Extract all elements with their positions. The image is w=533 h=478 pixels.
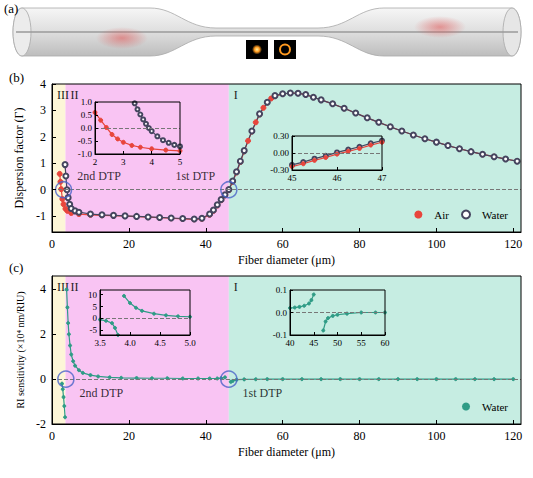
svg-text:120: 120 bbox=[504, 237, 522, 251]
svg-text:II: II bbox=[70, 88, 78, 102]
svg-text:1st DTP: 1st DTP bbox=[243, 386, 283, 400]
svg-text:50: 50 bbox=[333, 338, 343, 348]
svg-text:20: 20 bbox=[123, 429, 135, 443]
svg-text:-1.0: -1.0 bbox=[78, 149, 93, 159]
svg-text:Fiber diameter (μm): Fiber diameter (μm) bbox=[238, 253, 335, 267]
svg-text:Dispersion factor (Γ): Dispersion factor (Γ) bbox=[12, 108, 26, 209]
svg-text:I: I bbox=[234, 280, 238, 294]
svg-text:45: 45 bbox=[288, 173, 298, 183]
svg-text:60: 60 bbox=[381, 338, 391, 348]
svg-text:3.5: 3.5 bbox=[94, 338, 106, 348]
svg-text:0: 0 bbox=[40, 372, 46, 386]
svg-text:2: 2 bbox=[40, 130, 46, 144]
svg-text:2nd DTP: 2nd DTP bbox=[77, 169, 121, 183]
svg-text:45: 45 bbox=[309, 338, 319, 348]
svg-text:RI sensitivity (×10⁴ nm/RIU): RI sensitivity (×10⁴ nm/RIU) bbox=[15, 291, 27, 408]
svg-text:5: 5 bbox=[178, 157, 183, 167]
svg-text:Water: Water bbox=[482, 209, 508, 221]
svg-text:(c): (c) bbox=[9, 260, 23, 275]
svg-text:47: 47 bbox=[378, 173, 388, 183]
svg-text:5.0: 5.0 bbox=[184, 338, 196, 348]
svg-text:46: 46 bbox=[333, 173, 343, 183]
svg-text:III: III bbox=[57, 88, 69, 102]
svg-text:(a): (a) bbox=[4, 1, 18, 16]
svg-text:2: 2 bbox=[40, 327, 46, 341]
svg-text:0: 0 bbox=[49, 429, 55, 443]
svg-text:Air: Air bbox=[434, 209, 449, 221]
svg-text:40: 40 bbox=[200, 237, 212, 251]
svg-text:40: 40 bbox=[200, 429, 212, 443]
svg-text:(b): (b) bbox=[9, 70, 24, 85]
svg-text:100: 100 bbox=[427, 237, 445, 251]
svg-text:0.0: 0.0 bbox=[276, 308, 288, 318]
svg-text:55: 55 bbox=[357, 338, 367, 348]
svg-text:0.0: 0.0 bbox=[81, 123, 93, 133]
svg-text:60: 60 bbox=[277, 429, 289, 443]
svg-text:4.5: 4.5 bbox=[154, 338, 166, 348]
svg-text:80: 80 bbox=[354, 429, 366, 443]
svg-text:1st DTP: 1st DTP bbox=[175, 169, 215, 183]
svg-text:-2: -2 bbox=[36, 417, 46, 431]
svg-text:-0.30: -0.30 bbox=[270, 165, 289, 175]
svg-text:2: 2 bbox=[93, 157, 98, 167]
svg-text:4: 4 bbox=[40, 77, 46, 91]
svg-text:4: 4 bbox=[40, 282, 46, 296]
svg-text:1.0: 1.0 bbox=[81, 97, 93, 107]
svg-text:120: 120 bbox=[504, 429, 522, 443]
svg-text:-0.1: -0.1 bbox=[272, 330, 287, 340]
svg-text:80: 80 bbox=[354, 237, 366, 251]
svg-text:1: 1 bbox=[40, 156, 46, 170]
svg-text:-5: -5 bbox=[90, 325, 98, 335]
svg-text:0.30: 0.30 bbox=[273, 131, 289, 141]
svg-text:Water: Water bbox=[482, 401, 508, 413]
svg-text:100: 100 bbox=[427, 429, 445, 443]
svg-text:III: III bbox=[57, 280, 69, 294]
svg-text:-0.5: -0.5 bbox=[78, 136, 93, 146]
svg-text:4.0: 4.0 bbox=[124, 338, 136, 348]
svg-text:2nd DTP: 2nd DTP bbox=[80, 386, 124, 400]
svg-text:0.5: 0.5 bbox=[81, 110, 93, 120]
svg-text:20: 20 bbox=[123, 237, 135, 251]
svg-text:0.1: 0.1 bbox=[276, 285, 287, 295]
svg-text:II: II bbox=[70, 280, 78, 294]
svg-text:0.00: 0.00 bbox=[273, 148, 289, 158]
svg-text:5: 5 bbox=[93, 302, 98, 312]
svg-text:I: I bbox=[234, 88, 238, 102]
svg-text:40: 40 bbox=[286, 338, 296, 348]
svg-text:0: 0 bbox=[40, 183, 46, 197]
svg-text:-1: -1 bbox=[36, 209, 46, 223]
svg-text:60: 60 bbox=[277, 237, 289, 251]
svg-text:4: 4 bbox=[149, 157, 154, 167]
svg-text:0: 0 bbox=[49, 237, 55, 251]
svg-text:0: 0 bbox=[93, 313, 98, 323]
svg-text:3: 3 bbox=[121, 157, 126, 167]
svg-text:Fiber diameter (μm): Fiber diameter (μm) bbox=[238, 445, 335, 459]
svg-text:3: 3 bbox=[40, 103, 46, 117]
svg-text:10: 10 bbox=[88, 290, 98, 300]
